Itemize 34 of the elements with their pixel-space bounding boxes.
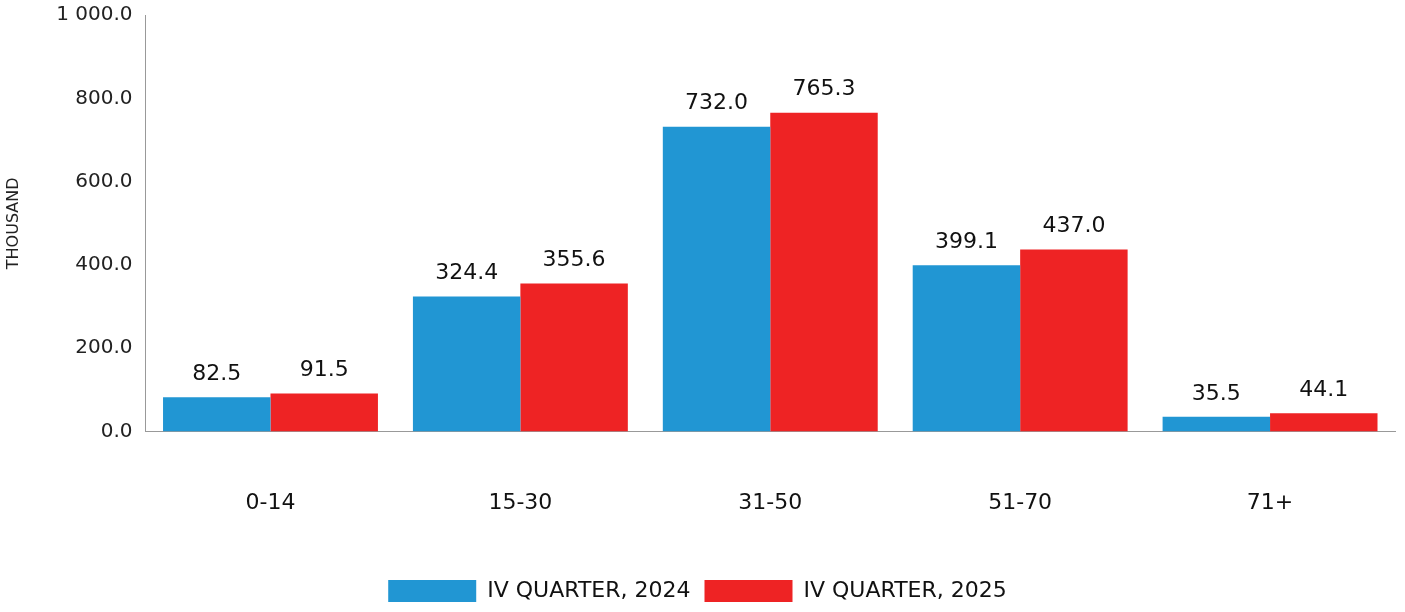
data-label: 324.4 [435, 259, 499, 285]
x-tick-label: 51-70 [988, 488, 1053, 514]
x-tick-label: 0-14 [245, 488, 296, 514]
y-tick-label: 200.0 [75, 334, 133, 359]
y-tick-label: 0.0 [100, 417, 133, 442]
data-label: 82.5 [192, 359, 242, 385]
bar [770, 112, 878, 432]
y-tick-label: 1 000.0 [56, 1, 133, 26]
data-label: 732.0 [685, 89, 749, 115]
data-label: 399.1 [934, 228, 998, 254]
data-label: 44.1 [1299, 375, 1349, 401]
bar [912, 265, 1021, 432]
bar [163, 397, 271, 432]
bar [1020, 249, 1128, 432]
bar [270, 393, 378, 432]
data-label: 91.5 [299, 356, 349, 382]
x-tick-label: 31-50 [738, 488, 803, 514]
bar [662, 126, 771, 432]
x-tick-label: 71+ [1246, 488, 1294, 514]
y-axis-title: THOUSAND [2, 177, 22, 271]
bar [1162, 416, 1271, 432]
bar [412, 296, 521, 432]
data-label: 765.3 [792, 75, 856, 101]
data-label: 355.6 [542, 246, 606, 272]
y-tick-label: 400.0 [75, 251, 133, 276]
legend-label: IV QUARTER, 2025 [803, 576, 1007, 602]
bar [520, 283, 628, 432]
data-label: 437.0 [1042, 212, 1106, 238]
bar [1270, 413, 1378, 432]
x-tick-label: 15-30 [488, 488, 553, 514]
y-tick-label: 600.0 [75, 167, 133, 192]
y-tick-label: 800.0 [75, 84, 133, 109]
legend-label: IV QUARTER, 2024 [487, 576, 691, 602]
data-label: 35.5 [1191, 379, 1241, 405]
